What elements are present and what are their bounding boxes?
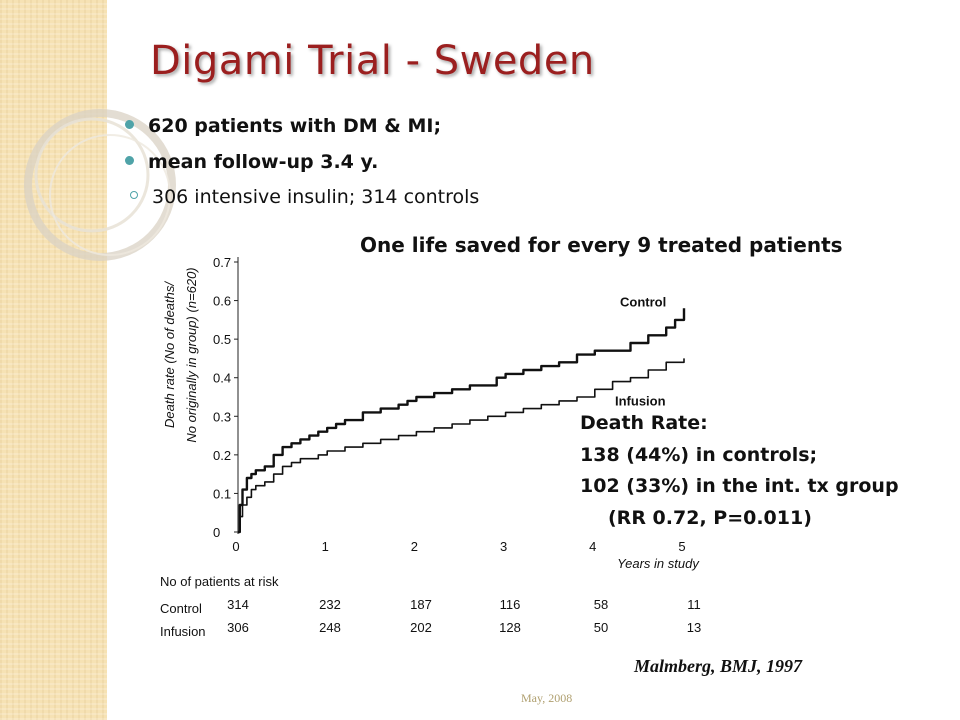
y-tick-label: 0.7	[213, 255, 231, 270]
chart-axes	[234, 257, 239, 534]
y-axis-label-line: No originally in group) (n=620)	[184, 267, 199, 442]
x-tick-label: 2	[411, 539, 418, 554]
at-risk-cell: 50	[594, 620, 608, 635]
at-risk-cell: 13	[687, 620, 701, 635]
at-risk-cell: 128	[499, 620, 521, 635]
at-risk-cell: 232	[319, 597, 341, 612]
y-tick-label: 0.2	[213, 448, 231, 463]
at-risk-cell: 58	[594, 597, 608, 612]
at-risk-row-label: Infusion	[160, 624, 206, 639]
citation: Malmberg, BMJ, 1997	[634, 656, 803, 676]
bullet-item: 620 patients with DM & MI;	[125, 115, 441, 137]
y-axis-label: Death rate (No of deaths/No originally i…	[162, 267, 199, 442]
sub-bullet-item: 306 intensive insulin; 314 controls	[125, 186, 479, 208]
death-rate-heading: Death Rate:	[580, 412, 708, 434]
at-risk-cell: 306	[227, 620, 249, 635]
series-line-control	[238, 308, 686, 534]
y-axis-label-line: Death rate (No of deaths/	[162, 281, 177, 428]
sub-bullet-marker-icon	[130, 190, 138, 199]
y-tick-label: 0.1	[213, 486, 231, 501]
bullet-marker-icon	[125, 120, 134, 129]
bullet-marker-icon	[125, 156, 134, 165]
at-risk-table: No of patients at risk Control 314 232 187 11…	[160, 574, 701, 639]
at-risk-cell: 11	[687, 597, 701, 612]
decorative-circles	[24, 109, 176, 261]
bullet-item: mean follow-up 3.4 y.	[125, 151, 378, 173]
bullet-text: 306 intensive insulin; 314 controls	[152, 186, 480, 208]
at-risk-cell: 314	[227, 597, 249, 612]
x-tick-label: 0	[232, 539, 239, 554]
y-tick-label: 0.4	[213, 371, 231, 386]
footer-date: May, 2008	[521, 691, 573, 705]
bullet-text: mean follow-up 3.4 y.	[148, 151, 379, 173]
headline-text: One life saved for every 9 treated patie…	[360, 233, 843, 257]
series-label-control: Control	[620, 294, 666, 309]
y-tick-label: 0.3	[213, 409, 231, 424]
chart-labels: 0 0.1 0.2 0.3 0.4 0.5 0.6 0.7 0 1 2 3 4 5 Death rate (…	[162, 255, 700, 571]
at-risk-cell: 116	[500, 597, 521, 612]
series-line-infusion	[238, 358, 685, 533]
death-rate-controls: 138 (44%) in controls;	[580, 443, 818, 466]
at-risk-cell: 248	[319, 620, 341, 635]
x-tick-label: 4	[589, 539, 596, 554]
at-risk-cell: 187	[410, 597, 432, 612]
x-tick-label: 3	[500, 539, 507, 554]
x-tick-label: 5	[678, 539, 685, 554]
y-tick-label: 0.6	[213, 294, 231, 309]
x-tick-label: 1	[322, 539, 329, 554]
at-risk-title: No of patients at risk	[160, 574, 279, 589]
relative-risk: (RR 0.72, P=0.011)	[608, 506, 812, 529]
x-axis-label: Years in study	[617, 556, 700, 571]
at-risk-cell: 202	[410, 620, 432, 635]
death-rate-box: Death Rate: 138 (44%) in controls; 102 (…	[580, 408, 899, 534]
series-label-infusion: Infusion	[615, 393, 666, 408]
at-risk-row-label: Control	[160, 601, 202, 616]
y-tick-label: 0	[213, 525, 220, 540]
y-tick-label: 0.5	[213, 332, 231, 347]
chart-lines	[238, 308, 686, 534]
slide-title: Digami Trial - Sweden	[150, 38, 595, 84]
death-rate-intensive: 102 (33%) in the int. tx group	[580, 475, 899, 497]
bullet-text: 620 patients with DM & MI;	[148, 115, 442, 137]
